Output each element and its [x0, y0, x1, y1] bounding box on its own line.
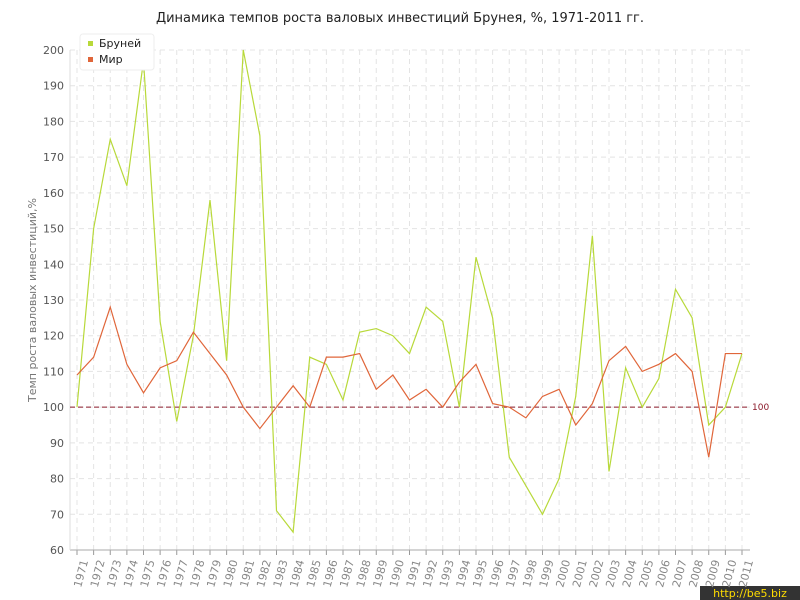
y-tick-label: 120: [43, 330, 64, 343]
y-tick-label: 80: [50, 473, 64, 486]
y-tick-label: 170: [43, 151, 64, 164]
watermark-bg: [700, 586, 800, 600]
y-tick-label: 100: [43, 401, 64, 414]
y-tick-label: 110: [43, 365, 64, 378]
x-tick-label: 2011: [736, 558, 756, 588]
y-tick-label: 60: [50, 544, 64, 557]
y-tick-label: 90: [50, 437, 64, 450]
series-line: [76, 49, 743, 534]
chart-title: Динамика темпов роста валовых инвестиций…: [156, 11, 644, 26]
legend-swatch: [88, 41, 93, 46]
y-tick-label: 70: [50, 508, 64, 521]
legend-box: [79, 33, 155, 71]
legend-label: Мир: [99, 53, 123, 66]
y-tick-label: 130: [43, 294, 64, 307]
legend-label: Бруней: [99, 37, 141, 50]
reference-label: 100: [752, 403, 769, 413]
y-tick-label: 180: [43, 115, 64, 128]
y-tick-label: 190: [43, 80, 64, 93]
series-line: [76, 305, 742, 458]
watermark: http://be5.biz: [713, 587, 787, 600]
legend-swatch: [88, 57, 93, 62]
y-tick-label: 200: [43, 44, 64, 57]
y-axis-label: Темп роста валовых инвестиций,%: [26, 198, 39, 403]
y-tick-label: 140: [43, 258, 64, 271]
y-tick-label: 160: [43, 187, 64, 200]
y-tick-label: 150: [43, 223, 64, 236]
